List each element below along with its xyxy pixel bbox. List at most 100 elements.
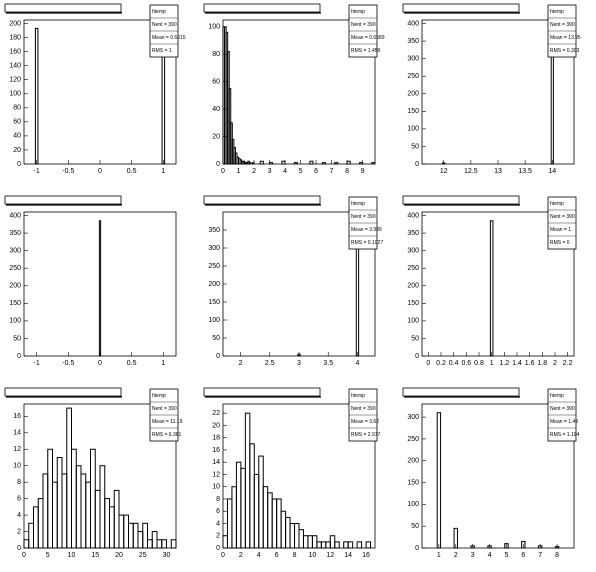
stats-entry: Nent = 390 (351, 214, 376, 220)
y-tick-label: 0 (216, 353, 220, 360)
x-tick-label: 13 (494, 168, 502, 175)
x-tick-label: 4 (356, 360, 360, 367)
y-tick-label: 40 (13, 133, 21, 140)
title-box (4, 387, 122, 397)
y-tick-label: 250 (407, 265, 419, 272)
stats-entry: Nent = 390 (351, 22, 376, 28)
stats-entry: Mean = 1 (550, 227, 571, 233)
y-tick-label: 200 (407, 458, 419, 465)
y-tick-label: 50 (13, 335, 21, 342)
y-tick-label: 50 (411, 335, 419, 342)
x-tick-label: 0.5 (127, 168, 137, 175)
stats-entry: Mean = 3.989 (351, 227, 382, 233)
x-tick-label: 2 (252, 168, 256, 175)
histogram-bin (259, 160, 264, 165)
x-tick-label: 0 (98, 360, 102, 367)
stats-entry: htemp (351, 9, 365, 15)
y-tick-label: 0 (415, 545, 419, 552)
x-tick-label: 20 (115, 552, 123, 559)
y-tick-label: 2 (17, 528, 21, 535)
y-tick-label: 250 (407, 73, 419, 80)
histogram-bin (293, 162, 298, 165)
x-tick-label: 1.2 (499, 360, 509, 367)
x-tick-label: 9 (361, 168, 365, 175)
x-tick-label: 13.5 (518, 168, 532, 175)
y-tick-label: 16 (13, 413, 21, 420)
y-tick-label: 40 (212, 106, 220, 113)
y-tick-label: 300 (407, 55, 419, 62)
y-tick-label: 150 (9, 300, 21, 307)
histogram-bin (334, 162, 339, 165)
x-tick-label: 0 (221, 168, 225, 175)
x-tick-label: 1 (161, 360, 165, 367)
y-tick-label: 0 (415, 161, 419, 168)
y-tick-label: 14 (212, 459, 220, 466)
histogram-bin (334, 541, 340, 549)
y-tick-label: 6 (216, 508, 220, 515)
x-tick-label: 8 (555, 552, 559, 559)
x-tick-label: 5 (46, 552, 50, 559)
histogram-bin (356, 541, 363, 549)
histogram-bin (309, 160, 314, 165)
x-tick-label: 0 (98, 168, 102, 175)
stats-entry: RMS = 1 (152, 48, 172, 54)
y-tick-label: 4 (216, 520, 220, 527)
y-tick-label: 350 (208, 227, 220, 234)
x-tick-label: 8 (345, 168, 349, 175)
title-box (402, 3, 520, 13)
x-tick-label: 0.2 (436, 360, 446, 367)
x-tick-label: 6 (275, 552, 279, 559)
y-tick-label: 16 (212, 447, 220, 454)
x-tick-label: 3 (471, 552, 475, 559)
histogram-bin (142, 522, 148, 549)
x-tick-label: 2.5 (265, 360, 275, 367)
stats-entry: Mean = 0.6615 (152, 35, 186, 41)
y-tick-label: 80 (13, 105, 21, 112)
x-tick-label: 8 (293, 552, 297, 559)
y-tick-label: 150 (407, 300, 419, 307)
y-tick-label: 150 (208, 299, 220, 306)
x-tick-label: 0.5 (127, 360, 137, 367)
y-tick-label: 2 (216, 533, 220, 540)
x-tick-label: 1 (237, 168, 241, 175)
x-tick-label: 3 (268, 168, 272, 175)
y-tick-label: 100 (208, 24, 220, 31)
x-tick-label: 0 (22, 552, 26, 559)
x-tick-label: 10 (309, 552, 317, 559)
y-tick-label: 0 (17, 545, 21, 552)
x-tick-label: 1.8 (537, 360, 547, 367)
x-tick-label: 12.5 (464, 168, 478, 175)
histogram-bin (161, 539, 167, 549)
y-tick-label: 350 (9, 230, 21, 237)
y-tick-label: 14 (13, 430, 21, 437)
stats-entry: Mean = 1.49 (550, 419, 578, 425)
histogram-bin (371, 162, 376, 165)
stats-entry: htemp (351, 201, 365, 207)
stats-entry: RMS = 0.303 (550, 48, 580, 54)
y-tick-label: 60 (212, 79, 220, 86)
x-tick-label: 0 (221, 552, 225, 559)
stats-entry: htemp (152, 9, 166, 15)
x-tick-label: 12 (440, 168, 448, 175)
x-tick-label: 0.8 (474, 360, 484, 367)
y-tick-label: 0 (216, 545, 220, 552)
y-tick-label: 150 (407, 108, 419, 115)
x-tick-label: 4 (488, 552, 492, 559)
y-tick-label: 20 (13, 147, 21, 154)
x-tick-label: 6 (314, 168, 318, 175)
y-tick-label: 4 (17, 512, 21, 519)
stats-entry: Nent = 390 (351, 406, 376, 412)
stats-entry: Mean = 0.6589 (351, 35, 385, 41)
stats-entry: htemp (152, 393, 166, 399)
y-tick-label: 12 (212, 471, 220, 478)
y-tick-label: 140 (9, 63, 21, 70)
y-tick-label: 200 (407, 283, 419, 290)
stats-entry: Nent = 390 (550, 22, 575, 28)
x-tick-label: 0.6 (461, 360, 471, 367)
stats-entry: Mean = 11.19 (152, 419, 183, 425)
y-tick-label: 160 (9, 48, 21, 55)
x-tick-label: 25 (139, 552, 147, 559)
y-tick-label: 400 (407, 212, 419, 219)
y-tick-label: 50 (212, 335, 220, 342)
